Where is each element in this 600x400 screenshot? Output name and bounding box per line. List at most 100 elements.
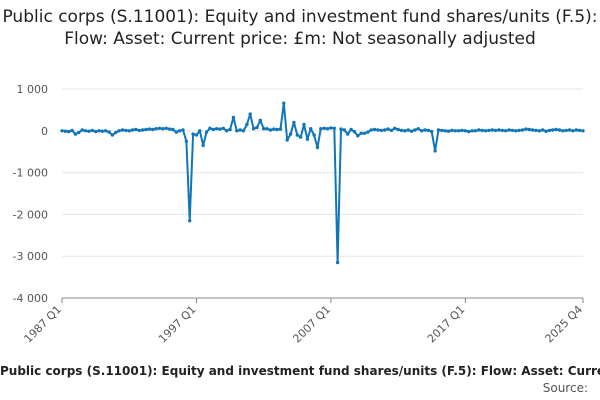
data-point	[154, 127, 158, 131]
data-point	[339, 127, 343, 131]
y-tick-label: 0	[41, 125, 48, 138]
data-point	[161, 127, 165, 131]
data-point	[248, 112, 252, 116]
data-point	[295, 133, 299, 137]
data-point	[426, 128, 431, 133]
data-point	[211, 127, 215, 132]
data-point	[473, 129, 478, 133]
data-point	[487, 128, 491, 133]
data-point	[510, 128, 515, 133]
data-point	[77, 130, 81, 135]
data-point	[530, 128, 535, 132]
data-point	[483, 129, 488, 133]
data-point	[514, 129, 518, 133]
data-point	[235, 129, 239, 133]
data-point	[577, 128, 582, 133]
data-point	[372, 127, 377, 132]
data-point	[97, 129, 101, 133]
data-point	[460, 128, 464, 133]
data-point	[272, 127, 276, 131]
data-point	[194, 133, 199, 137]
data-point	[557, 128, 562, 132]
data-point	[406, 128, 410, 132]
data-point	[335, 260, 340, 265]
data-point	[342, 128, 346, 132]
data-point	[245, 122, 249, 127]
data-point	[379, 128, 383, 133]
data-point	[389, 128, 394, 133]
x-tick-label: 1987 Q1	[22, 303, 65, 346]
data-point	[201, 143, 205, 148]
data-point	[477, 128, 481, 132]
y-tick-label: -1 000	[13, 167, 48, 180]
data-point	[480, 128, 484, 133]
data-point	[107, 130, 111, 134]
data-point	[544, 129, 548, 133]
data-point	[80, 128, 84, 132]
data-point	[63, 129, 68, 133]
data-point	[144, 127, 148, 132]
data-point	[463, 129, 468, 133]
data-point	[127, 129, 131, 133]
data-point	[177, 129, 182, 133]
data-point	[453, 129, 457, 133]
data-point	[275, 127, 279, 132]
data-point	[520, 128, 525, 132]
legend-entry: Public corps (S.11001): Equity and inves…	[0, 364, 600, 378]
y-tick-label: 1 000	[17, 83, 49, 96]
data-point	[356, 134, 360, 138]
data-point	[446, 129, 451, 133]
data-point	[208, 126, 212, 130]
data-point	[184, 139, 189, 143]
data-point	[204, 130, 209, 134]
data-point	[278, 127, 283, 131]
series-layer	[60, 101, 585, 265]
data-point	[309, 127, 313, 131]
data-point	[561, 129, 565, 133]
data-point	[376, 128, 380, 132]
data-point	[60, 129, 64, 133]
data-point	[104, 129, 108, 133]
data-point	[299, 135, 303, 139]
data-point	[117, 129, 121, 133]
data-point	[386, 127, 390, 131]
data-point	[409, 129, 414, 133]
data-point	[83, 129, 88, 133]
data-point	[403, 129, 407, 133]
data-point	[527, 127, 531, 132]
data-point	[470, 129, 474, 133]
x-tick-label: 2025 Q4	[543, 303, 586, 346]
chart-title: Public corps (S.11001): Equity and inves…	[2, 7, 598, 49]
x-axis-ticks: 1987 Q1 1997 Q1 2007 Q1 2017 Q1 2025 Q4	[22, 298, 586, 346]
data-point	[262, 127, 266, 131]
data-point	[93, 129, 98, 134]
data-point	[413, 128, 417, 132]
data-point	[228, 127, 232, 132]
data-point	[70, 128, 74, 133]
data-point	[285, 138, 289, 142]
data-point	[497, 128, 501, 132]
data-point	[282, 101, 286, 105]
data-point	[547, 128, 552, 133]
data-point	[346, 132, 350, 136]
data-point	[581, 129, 585, 133]
data-point	[120, 128, 125, 132]
series-line	[61, 102, 584, 264]
data-point	[504, 129, 508, 133]
data-point	[292, 120, 296, 125]
data-point	[134, 127, 138, 132]
data-point	[433, 149, 437, 153]
data-point	[67, 129, 71, 134]
data-point	[251, 127, 256, 131]
data-point	[564, 128, 568, 133]
data-point	[214, 127, 219, 131]
data-point	[110, 133, 115, 137]
y-axis-ticks: 1 000 0 -1 000 -2 000 -3 000 -4 000	[13, 83, 48, 305]
data-point	[188, 219, 192, 223]
data-point	[443, 129, 447, 133]
data-point	[73, 132, 78, 136]
data-point	[302, 122, 306, 127]
data-point	[171, 127, 175, 132]
data-point	[231, 115, 236, 120]
data-point	[90, 128, 95, 133]
